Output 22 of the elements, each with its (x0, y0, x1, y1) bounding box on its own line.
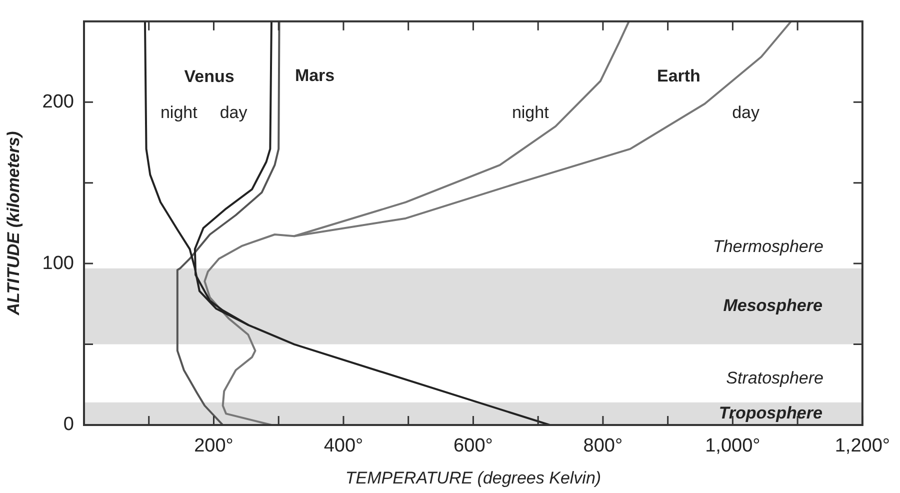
x-tick-label: 800° (583, 436, 623, 457)
annotation: Stratosphere (726, 368, 824, 388)
band-label: Mesosphere (723, 296, 822, 316)
x-tick-label: 200° (194, 436, 234, 457)
y-axis-title: ALTITUDE (kilometers) (4, 130, 23, 316)
x-tick-label: 600° (454, 436, 493, 457)
series-label: day (732, 103, 760, 122)
series-label: Mars (294, 66, 335, 86)
band-label: Troposphere (718, 403, 822, 422)
series-label: night (160, 103, 198, 122)
x-tick-label: 1,000° (705, 436, 760, 457)
series-label: night (512, 103, 550, 122)
annotation: Earth (656, 66, 700, 86)
x-tick-label: 1,200° (834, 436, 890, 457)
x-axis-title: TEMPERATURE (degrees Kelvin) (345, 468, 602, 488)
series-label: day (220, 103, 248, 122)
y-tick-label: 0 (63, 414, 74, 436)
annotation: Venus (184, 67, 234, 86)
y-tick-label: 200 (42, 91, 74, 112)
x-tick-label: 400° (324, 436, 364, 457)
y-tick-label: 100 (42, 252, 74, 274)
annotation: Thermosphere (712, 237, 824, 256)
